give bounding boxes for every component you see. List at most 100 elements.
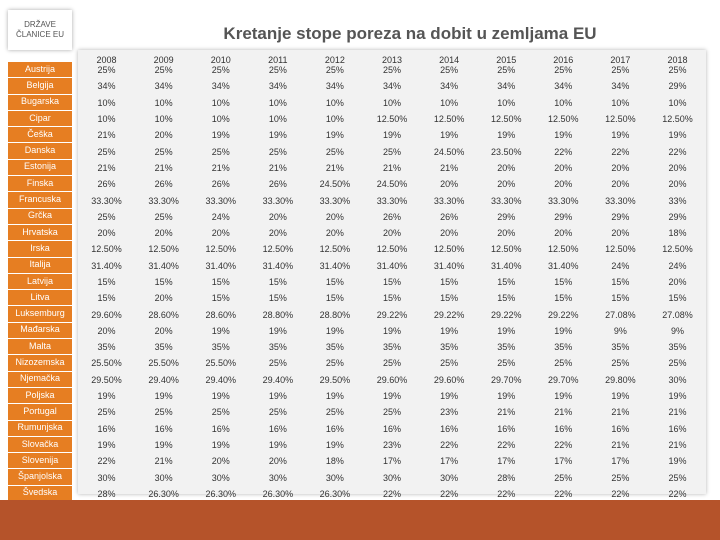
table-cell: 20% — [554, 162, 573, 173]
country-label: Italija — [8, 257, 72, 274]
table-row: 35% 35% 35% 35% 35% 35% 35% 35% 35% 35% 35% — [78, 339, 706, 355]
table-cell: 12.50% — [148, 244, 179, 255]
table-cell: 16% — [554, 423, 573, 434]
member-states-header: DRŽAVE ČLANICE EU — [8, 10, 72, 50]
table-cell: 35% — [440, 342, 459, 353]
table-cell: 22% — [554, 439, 573, 450]
table-cell: 26.30% — [319, 488, 351, 499]
year-header: 2014 — [439, 55, 460, 65]
table-cell: 28% — [97, 488, 116, 499]
country-label: Češka — [8, 127, 72, 144]
table-cell: 15% — [211, 277, 230, 287]
table-cell: 10% — [97, 97, 116, 108]
table-cell: 24.50% — [433, 146, 465, 157]
table-cell: 19% — [497, 391, 516, 402]
table-cell: 15% — [611, 293, 630, 304]
table-cell: 12.50% — [319, 244, 351, 255]
table-cell: 22% — [668, 146, 687, 157]
table-cell: 25% — [211, 407, 230, 418]
table-row: 28% 26.30% 26.30% 26.30% 26.30% 22% 22% 22% 22% 2… — [78, 486, 706, 502]
table-cell: 25% — [268, 65, 287, 76]
table-cell: 22% — [383, 488, 402, 499]
country-label: Hrvatska — [8, 224, 72, 242]
table-cell: 17% — [440, 456, 459, 467]
table-cell: 29.50% — [91, 374, 122, 385]
table-cell: 20% — [497, 228, 516, 239]
country-column: Austrija Belgija Bugarska Cipar Češka Danska E… — [8, 62, 72, 533]
table-cell: 29.60% — [433, 374, 465, 385]
table-cell: 29.22% — [548, 309, 579, 320]
table-cell: 24% — [211, 211, 230, 222]
table-cell: 25% — [268, 358, 287, 369]
table-cell: 10% — [154, 114, 173, 125]
year-header: 2010 — [210, 55, 231, 65]
table-cell: 21% — [611, 439, 630, 450]
table-cell: 12.50% — [548, 114, 579, 125]
table-cell: 29% — [668, 81, 687, 92]
table-cell: 12.50% — [490, 244, 522, 255]
table-cell: 20% — [211, 228, 230, 239]
table-cell: 20% — [268, 211, 287, 222]
member-states-header-label: DRŽAVE ČLANICE EU — [15, 19, 64, 39]
table-cell: 21% — [154, 162, 173, 173]
table-cell: 22% — [440, 488, 459, 499]
table-row: 31.40% 31.40% 31.40% 31.40% 31.40% 31.40% 31.4… — [78, 258, 706, 274]
table-row: 15% 20% 15% 15% 15% 15% 15% 15% 15% 15% 15% — [78, 290, 706, 306]
table-cell: 31.40% — [376, 260, 408, 271]
table-cell: 17% — [497, 456, 516, 467]
country-label: Irska — [8, 241, 72, 258]
table-cell: 28.80% — [262, 309, 294, 320]
table-cell: 25% — [554, 65, 573, 76]
table-cell: 29% — [611, 211, 630, 222]
table-cell: 10% — [97, 114, 116, 125]
table-cell: 12.50% — [662, 114, 693, 125]
table-cell: 25% — [97, 65, 116, 76]
table-cell: 34% — [268, 81, 287, 92]
table-cell: 16% — [268, 423, 287, 434]
country-label: Poljska — [8, 387, 72, 405]
year-header: 2016 — [553, 55, 574, 65]
table-cell: 25% — [325, 407, 344, 418]
table-cell: 33.30% — [262, 195, 294, 206]
table-cell: 19% — [97, 439, 116, 450]
table-cell: 29.40% — [205, 374, 236, 385]
table-cell: 25% — [383, 146, 402, 157]
table-cell: 29.22% — [490, 309, 522, 320]
table-cell: 20% — [440, 228, 459, 239]
country-label: Slovenija — [8, 453, 72, 470]
country-label: Njemačka — [8, 371, 72, 388]
year-header: 2009 — [153, 55, 174, 65]
table-row: 25% 25% 25% 25% 25% 25% 24.50% 23.50% 22% 22% 22% — [78, 143, 706, 159]
table-cell: 35% — [497, 342, 516, 353]
table-cell: 35% — [268, 342, 287, 353]
table-cell: 12.50% — [433, 244, 465, 255]
table-row: 34% 34% 34% 34% 34% 34% 34% 34% 34% 34% 29% — [78, 78, 706, 94]
table-cell: 21% — [383, 162, 402, 173]
table-cell: 20% — [668, 179, 687, 190]
table-cell: 16% — [668, 423, 687, 434]
table-cell: 21% — [554, 407, 573, 418]
table-cell: 28.60% — [148, 309, 179, 320]
table-cell: 25% — [611, 472, 630, 483]
table-cell: 25% — [211, 146, 230, 157]
table-row: 16% 16% 16% 16% 16% 16% 16% 16% 16% 16% 16% — [78, 421, 706, 437]
page-title: Kretanje stope poreza na dobit u zemljam… — [223, 24, 597, 43]
table-cell: 19% — [268, 439, 287, 450]
table-row: 19% 19% 19% 19% 19% 23% 22% 22% 22% 21% 21% — [78, 437, 706, 453]
table-cell: 25% — [97, 211, 116, 222]
table-cell: 25% — [383, 65, 402, 76]
table-cell: 16% — [440, 423, 459, 434]
table-cell: 22% — [611, 488, 630, 499]
table-cell: 19% — [211, 130, 230, 141]
table-cell: 19% — [668, 391, 687, 402]
table-cell: 19% — [440, 325, 459, 336]
table-cell: 21% — [611, 407, 630, 418]
table-cell: 25% — [440, 358, 459, 369]
table-cell: 19% — [268, 130, 287, 141]
year-header: 2012 — [324, 55, 345, 65]
table-cell: 21% — [325, 162, 344, 173]
table-cell: 29% — [668, 211, 687, 222]
table-cell: 30% — [268, 472, 287, 483]
table-cell: 19% — [383, 130, 402, 141]
table-cell: 25% — [325, 358, 344, 369]
